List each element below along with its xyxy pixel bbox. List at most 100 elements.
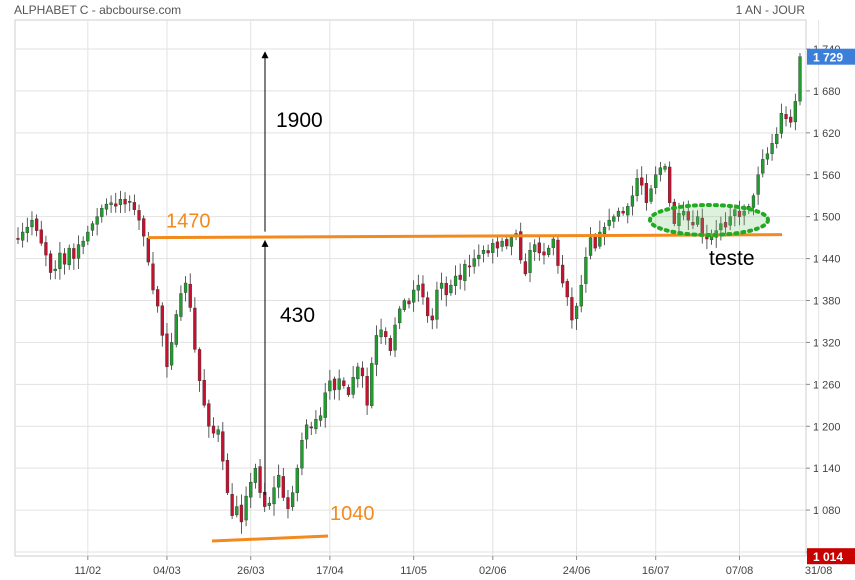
y-tick-label: 1 560 xyxy=(813,170,841,182)
x-tick-label: 02/06 xyxy=(479,565,507,577)
candle-body xyxy=(789,116,793,123)
candle-body xyxy=(658,167,663,175)
candle-body xyxy=(277,474,281,488)
candle-body xyxy=(239,504,244,523)
candle-body xyxy=(546,247,551,255)
candle-body xyxy=(486,250,490,254)
candle-body xyxy=(584,256,588,284)
candle-body xyxy=(90,223,95,231)
candle-body xyxy=(765,153,770,160)
test-label: teste xyxy=(709,247,755,270)
x-tick-label: 16/07 xyxy=(642,565,670,577)
candle-body xyxy=(318,415,323,421)
candle-body xyxy=(384,331,388,338)
candle-body xyxy=(16,238,20,240)
candle-body xyxy=(258,466,262,493)
candle-body xyxy=(640,177,644,186)
candle-body xyxy=(304,424,309,440)
candle-body xyxy=(393,324,397,351)
candle-body xyxy=(500,240,504,247)
candle-body xyxy=(81,240,85,247)
candle-body xyxy=(761,159,765,174)
candle-body xyxy=(53,268,57,271)
candle-body xyxy=(174,314,178,345)
candle-body xyxy=(132,202,137,210)
y-tick-label: 1 440 xyxy=(813,254,841,266)
candle-body xyxy=(439,282,444,289)
y-tick-label: 1 680 xyxy=(813,86,841,98)
candle-body xyxy=(588,237,593,256)
candle-body xyxy=(495,241,500,249)
candle-body xyxy=(197,349,202,382)
candle-body xyxy=(453,275,458,286)
candle-body xyxy=(30,219,34,228)
candle-body xyxy=(412,289,416,303)
candle-body xyxy=(123,198,127,205)
low-price-badge xyxy=(807,548,855,565)
candle-body xyxy=(230,494,234,516)
candle-body xyxy=(44,242,48,256)
candle-body xyxy=(686,211,690,221)
candle-body xyxy=(309,426,313,429)
candle-body xyxy=(593,236,597,249)
candle-body xyxy=(491,243,495,253)
candle-body xyxy=(430,315,434,321)
candle-body xyxy=(644,183,649,203)
candle-body xyxy=(691,222,695,226)
level-line-1470 xyxy=(147,233,783,240)
candle-body xyxy=(72,248,76,259)
candle-body xyxy=(272,487,276,505)
candle-body xyxy=(523,261,528,275)
y-tick-label: 1 080 xyxy=(813,505,841,517)
candle-body xyxy=(346,387,351,396)
candle-body xyxy=(798,56,802,102)
candle-body xyxy=(67,247,71,266)
arrow-label-1900: 1900 xyxy=(276,109,323,132)
y-tick-label: 1 140 xyxy=(813,463,841,475)
candle-body xyxy=(793,101,797,123)
candle-body xyxy=(509,237,514,247)
candle-body xyxy=(360,367,365,377)
candle-body xyxy=(784,114,788,120)
x-tick-label: 04/03 xyxy=(153,565,181,577)
candle-body xyxy=(677,212,681,226)
plot-frame xyxy=(14,19,807,557)
candle-body xyxy=(267,502,272,506)
x-tick-label: 11/02 xyxy=(74,565,101,577)
candle-body xyxy=(374,335,379,365)
candle-body xyxy=(737,210,742,217)
last-price-badge xyxy=(807,48,855,65)
candle-body xyxy=(351,377,355,395)
candle-body xyxy=(300,440,304,469)
candle-body xyxy=(328,380,332,392)
candle-body xyxy=(402,300,406,310)
candle-body xyxy=(286,497,290,509)
candle-body xyxy=(574,305,579,319)
level-label-1470: 1470 xyxy=(166,211,211,233)
candle-body xyxy=(728,216,732,226)
y-tick-label: 1 320 xyxy=(813,337,841,349)
candle-body xyxy=(109,202,113,205)
candle-body xyxy=(179,293,183,317)
candle-body xyxy=(253,467,258,483)
candle-body xyxy=(34,218,39,231)
candle-body xyxy=(86,231,90,242)
candle-body xyxy=(449,284,453,294)
candle-body xyxy=(505,239,509,247)
candle-body xyxy=(235,506,239,516)
candle-body xyxy=(388,338,393,351)
candle-body xyxy=(207,403,211,427)
candle-body xyxy=(114,203,118,207)
candle-body xyxy=(137,210,141,221)
candle-body xyxy=(579,284,583,307)
candle-body xyxy=(151,263,155,291)
candle-body xyxy=(533,244,537,252)
candle-body xyxy=(556,239,560,266)
candle-body xyxy=(216,429,220,435)
candle-body xyxy=(290,492,295,508)
candle-body xyxy=(193,307,197,350)
candle-body xyxy=(332,378,337,391)
candle-body xyxy=(612,216,616,222)
candle-body xyxy=(379,329,383,338)
x-tick-label: 11/05 xyxy=(400,565,427,577)
